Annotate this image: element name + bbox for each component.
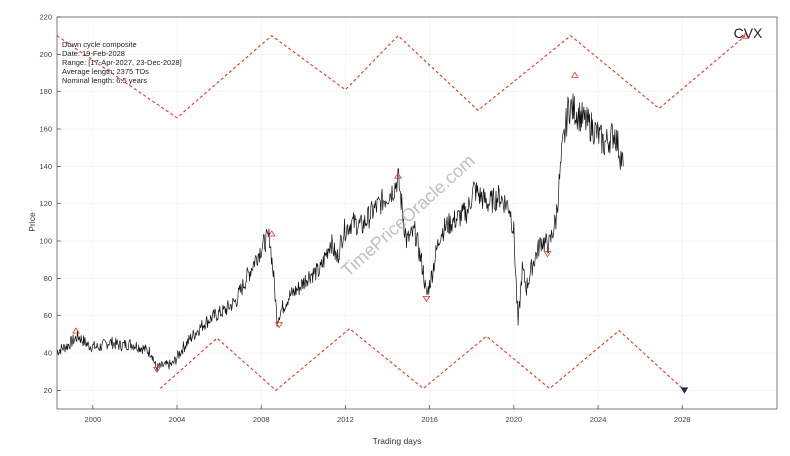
projected-low-marker [680, 387, 689, 394]
x-tick-label: 2000 [84, 415, 101, 424]
y-tick-label: 80 [44, 274, 52, 283]
y-tick-label: 220 [39, 13, 52, 22]
x-axis-label: Trading days [373, 436, 422, 446]
y-tick-label: 120 [39, 199, 52, 208]
peak-marker [72, 327, 80, 334]
info-box: Down cycle composite Date: 19-Feb-2028 R… [62, 40, 182, 85]
peak-marker [394, 172, 402, 179]
x-tick-label: 2008 [253, 415, 270, 424]
cycle-lines [56, 34, 746, 392]
upper-cycle-line [56, 34, 746, 119]
price-series [56, 93, 624, 372]
y-tick-label: 180 [39, 87, 52, 96]
trough-marker [422, 295, 431, 303]
x-axis: 2000 2004 2008 2012 2016 2020 2024 2028 [84, 405, 691, 424]
y-tick-label: 60 [44, 311, 52, 320]
upper-cycle-end-marker [741, 32, 750, 39]
x-tick-label: 2024 [590, 415, 607, 424]
peak-marker [267, 230, 276, 237]
y-axis-label: Price [27, 212, 37, 232]
info-line-4: Average length: 2375 TDs [62, 67, 149, 76]
y-tick-label: 100 [39, 237, 52, 246]
cycle-markers [72, 32, 750, 394]
plot-frame [56, 16, 778, 410]
ticker-label: CVX [734, 25, 763, 41]
y-tick-label: 20 [44, 386, 52, 395]
x-tick-label: 2020 [505, 415, 522, 424]
price-line [56, 93, 624, 372]
info-line-1: Down cycle composite [62, 40, 137, 49]
trough-marker [543, 251, 552, 258]
x-tick-label: 2004 [169, 415, 186, 424]
peak-marker [570, 71, 579, 78]
x-tick-label: 2016 [421, 415, 438, 424]
info-line-5: Nominal length: 6.5 years [62, 76, 147, 85]
x-tick-label: 2028 [674, 415, 691, 424]
info-line-2: Date: 19-Feb-2028 [62, 49, 125, 58]
info-line-3: Range: [17-Apr-2027, 23-Dec-2028] [62, 58, 182, 67]
y-tick-label: 160 [39, 125, 52, 134]
y-tick-label: 40 [44, 349, 52, 358]
y-tick-label: 200 [39, 50, 52, 59]
trough-marker [153, 366, 161, 374]
x-tick-label: 2012 [337, 415, 354, 424]
y-axis: 20 40 60 80 100 120 140 160 180 200 220 [39, 13, 61, 395]
trough-marker [275, 322, 284, 329]
y-tick-label: 140 [39, 162, 52, 171]
